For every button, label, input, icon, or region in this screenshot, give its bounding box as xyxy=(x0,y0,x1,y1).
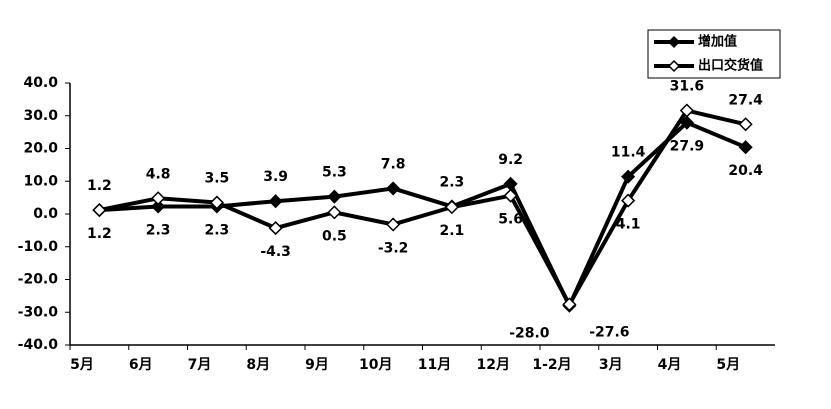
y-tick-label: 0.0 xyxy=(33,206,58,222)
marker xyxy=(503,188,518,203)
data-label: 5.6 xyxy=(498,212,523,228)
data-label: 0.5 xyxy=(322,228,347,244)
y-tick-label: -10.0 xyxy=(18,239,59,255)
data-label: 2.3 xyxy=(146,222,171,238)
y-tick-label: -40.0 xyxy=(18,337,59,353)
marker xyxy=(679,103,694,118)
marker xyxy=(151,199,166,214)
legend-label: 增加值 xyxy=(698,34,737,50)
marker xyxy=(621,169,636,184)
data-label: 1.2 xyxy=(87,178,112,194)
y-tick-label: 20.0 xyxy=(23,141,58,157)
x-tick-label: 7月 xyxy=(188,357,212,373)
marker xyxy=(209,195,224,210)
data-label: -27.6 xyxy=(589,324,629,340)
x-tick-label: 11月 xyxy=(418,357,451,373)
data-label: 2.1 xyxy=(439,223,464,239)
x-tick-label: 12月 xyxy=(477,357,510,373)
y-tick-label: 40.0 xyxy=(23,75,58,91)
marker xyxy=(327,205,342,220)
marker xyxy=(268,194,283,209)
marker xyxy=(738,117,753,132)
marker xyxy=(562,297,577,312)
marker xyxy=(92,203,107,218)
x-tick-label: 9月 xyxy=(305,357,329,373)
x-tick-label: 3月 xyxy=(599,357,623,373)
data-label: 4.1 xyxy=(616,217,641,233)
data-label: 3.9 xyxy=(263,169,288,185)
data-label: 3.5 xyxy=(204,171,229,187)
marker xyxy=(327,189,342,204)
series-line xyxy=(99,120,747,308)
data-label: 20.4 xyxy=(728,163,763,179)
data-label: 11.4 xyxy=(611,145,646,161)
data-label: 9.2 xyxy=(498,152,523,168)
y-tick-label: 10.0 xyxy=(23,173,58,189)
x-tick-label: 5月 xyxy=(716,357,740,373)
data-label: 27.9 xyxy=(670,139,705,155)
data-label: 27.4 xyxy=(728,92,763,108)
y-tick-label: -30.0 xyxy=(18,304,59,320)
data-label: 7.8 xyxy=(381,156,406,172)
marker xyxy=(386,217,401,232)
marker xyxy=(738,140,753,155)
legend-marker xyxy=(667,59,681,73)
x-tick-label: 6月 xyxy=(129,357,153,373)
x-tick-label: 4月 xyxy=(658,357,682,373)
marker xyxy=(621,193,636,208)
x-tick-label: 1-2月 xyxy=(532,357,571,373)
data-label: 1.2 xyxy=(87,226,112,242)
data-label: 31.6 xyxy=(670,79,705,95)
data-label: -4.3 xyxy=(260,244,291,260)
legend-label: 出口交货值 xyxy=(698,58,763,74)
legend-box xyxy=(647,29,781,79)
y-tick-label: 30.0 xyxy=(23,108,58,124)
marker xyxy=(386,181,401,196)
data-label: 4.8 xyxy=(146,166,171,182)
data-label: -28.0 xyxy=(509,326,550,342)
series-line xyxy=(98,108,747,307)
marker xyxy=(151,191,166,206)
legend-marker xyxy=(667,35,681,49)
data-label: -3.2 xyxy=(378,240,409,256)
data-label: 2.3 xyxy=(439,174,464,190)
y-tick-label: -20.0 xyxy=(18,272,59,288)
x-tick-label: 8月 xyxy=(246,357,270,373)
marker xyxy=(444,200,459,215)
marker xyxy=(679,115,694,130)
x-tick-label: 5月 xyxy=(70,357,94,373)
data-label: 5.3 xyxy=(322,165,347,181)
x-tick-label: 10月 xyxy=(359,357,392,373)
marker xyxy=(268,221,283,236)
data-label: 2.3 xyxy=(204,222,229,238)
